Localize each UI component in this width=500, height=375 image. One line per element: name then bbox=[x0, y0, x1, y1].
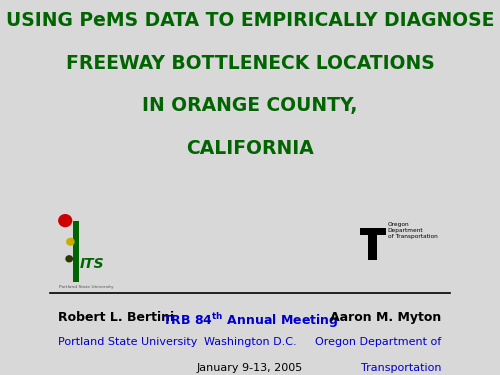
Text: Aaron M. Myton: Aaron M. Myton bbox=[330, 312, 442, 324]
Text: FREEWAY BOTTLENECK LOCATIONS: FREEWAY BOTTLENECK LOCATIONS bbox=[66, 54, 434, 73]
Text: Robert L. Bertini: Robert L. Bertini bbox=[58, 312, 174, 324]
Text: Oregon
Department
of Transportation: Oregon Department of Transportation bbox=[388, 222, 438, 239]
Text: IN ORANGE COUNTY,: IN ORANGE COUNTY, bbox=[142, 96, 358, 116]
Circle shape bbox=[67, 238, 74, 245]
FancyBboxPatch shape bbox=[368, 234, 378, 260]
Circle shape bbox=[66, 256, 72, 262]
Text: Portland State University: Portland State University bbox=[59, 285, 114, 289]
Circle shape bbox=[59, 214, 72, 226]
Text: USING PeMS DATA TO EMPIRICALLY DIAGNOSE: USING PeMS DATA TO EMPIRICALLY DIAGNOSE bbox=[6, 11, 494, 30]
FancyBboxPatch shape bbox=[360, 228, 386, 236]
Text: TRB 84$^{\mathbf{th}}$ Annual Meeting: TRB 84$^{\mathbf{th}}$ Annual Meeting bbox=[162, 312, 338, 330]
Text: January 9-13, 2005: January 9-13, 2005 bbox=[197, 363, 303, 374]
Text: Washington D.C.: Washington D.C. bbox=[204, 338, 296, 347]
FancyBboxPatch shape bbox=[73, 220, 79, 282]
Text: Transportation: Transportation bbox=[361, 363, 442, 374]
Text: Portland State University: Portland State University bbox=[58, 338, 198, 347]
Text: Oregon Department of: Oregon Department of bbox=[316, 338, 442, 347]
Text: CALIFORNIA: CALIFORNIA bbox=[186, 139, 314, 158]
Text: ITS: ITS bbox=[80, 256, 104, 271]
